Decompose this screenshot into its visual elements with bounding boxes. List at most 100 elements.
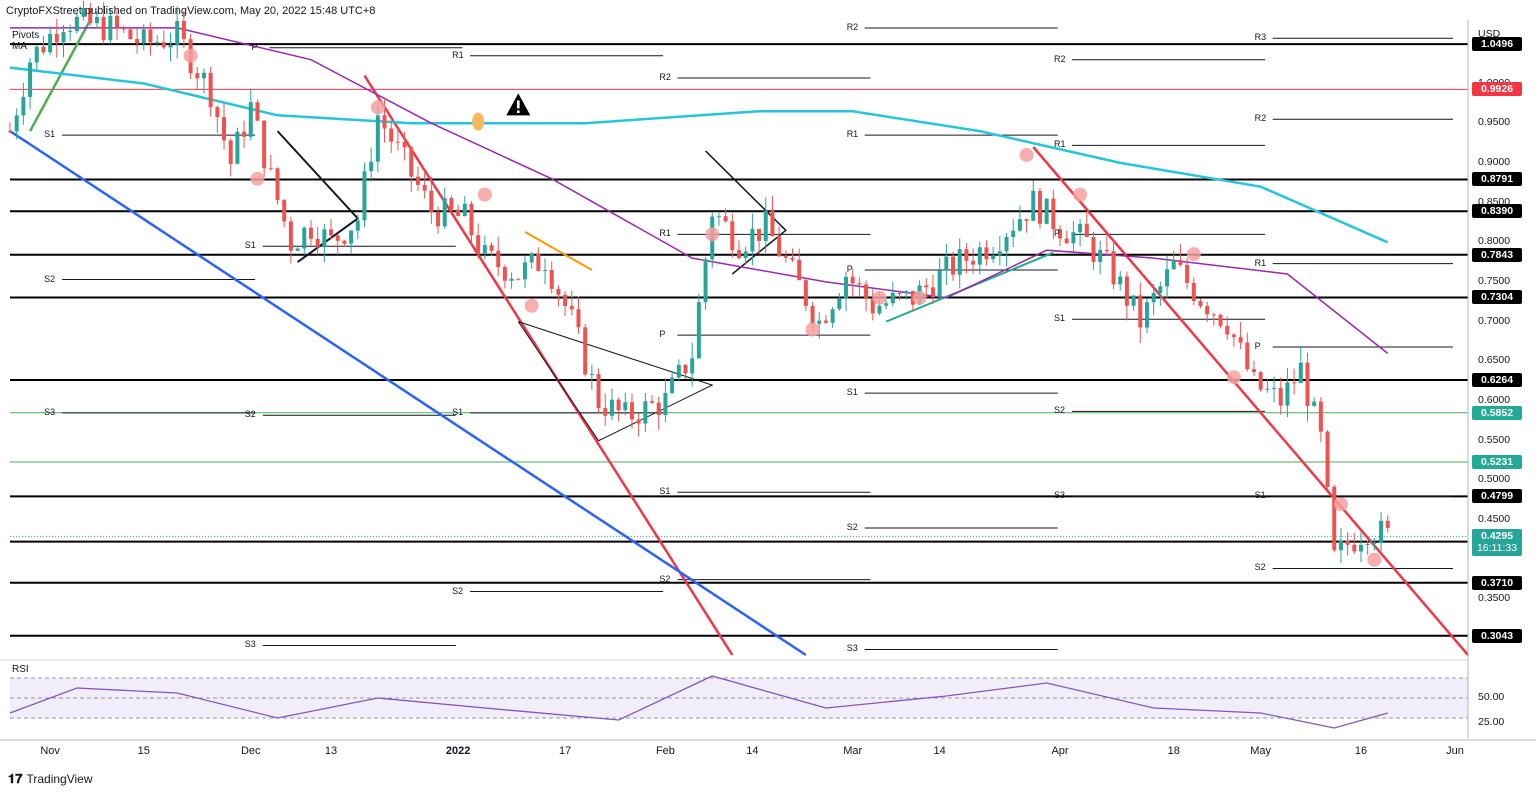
price-tag-1.0496: 1.0496 xyxy=(1472,37,1522,52)
candle-body xyxy=(904,290,909,294)
candle-body xyxy=(108,15,113,41)
candle-body xyxy=(268,168,273,170)
tradingview-logo[interactable]: 𝟏𝟕 TradingView xyxy=(8,771,93,787)
candle-body xyxy=(1084,224,1089,237)
candle-body xyxy=(757,228,762,241)
date-tick-label: 2022 xyxy=(445,745,471,757)
candle-body xyxy=(482,245,487,254)
pivot-label-s3: S3 xyxy=(44,406,56,417)
candle-body xyxy=(436,212,441,227)
candle-body xyxy=(288,221,293,251)
date-tick-label: 13 xyxy=(324,745,338,757)
candle-body xyxy=(964,249,969,261)
price-tag-0.5231: 0.5231 xyxy=(1472,455,1522,470)
price-tag-0.7843: 0.7843 xyxy=(1472,247,1522,262)
candle-body xyxy=(543,269,548,271)
tradingview-logo-icon: 𝟏𝟕 xyxy=(8,771,23,786)
candle-body xyxy=(596,374,601,409)
candle-body xyxy=(141,29,146,44)
candle-body xyxy=(409,147,414,177)
candle-body xyxy=(563,294,568,307)
date-tick-label: Mar xyxy=(843,745,863,757)
candle-body xyxy=(1318,401,1323,432)
candle-body xyxy=(402,141,407,148)
candle-body xyxy=(476,235,481,254)
date-tick-label: 14 xyxy=(746,745,759,757)
candle-body xyxy=(1124,276,1129,306)
current-price-value: 0.4295 xyxy=(1480,530,1514,543)
wedge-pattern-2 xyxy=(705,150,787,275)
moving-averages xyxy=(9,27,1389,354)
pivot-label-r2: R2 xyxy=(846,21,859,32)
candle-body xyxy=(603,408,608,416)
candle-body xyxy=(817,320,822,324)
rsi-line xyxy=(9,675,1388,729)
candle-body xyxy=(469,203,474,236)
touch-marker-10 xyxy=(1073,187,1088,202)
candle-body xyxy=(870,298,875,314)
pivot-label-s3: S3 xyxy=(244,639,256,650)
candle-body xyxy=(1131,295,1136,306)
candle-body xyxy=(763,210,768,241)
candle-body xyxy=(957,249,962,275)
candle-body xyxy=(54,33,59,43)
candle-body xyxy=(8,131,12,133)
candle-body xyxy=(462,203,467,216)
price-tick-label: 0.7500 xyxy=(1478,274,1511,287)
candle-body xyxy=(864,284,869,299)
pivot-label-r2: R2 xyxy=(1054,53,1066,64)
candle-body xyxy=(857,283,862,285)
candle-body xyxy=(977,247,982,265)
candle-body xyxy=(1185,264,1190,283)
candle-body xyxy=(1225,325,1230,335)
candle-body xyxy=(282,200,287,222)
price-tag-0.9926: 0.9926 xyxy=(1472,82,1522,97)
markers xyxy=(183,48,1382,567)
countdown-timer: 16:11:33 xyxy=(1476,542,1518,555)
candle-body xyxy=(549,269,554,289)
candle-body xyxy=(429,190,434,213)
candle-body xyxy=(28,62,33,97)
candle-body xyxy=(850,276,855,284)
candle-body xyxy=(1218,314,1223,326)
candle-body xyxy=(1245,342,1250,370)
candle-body xyxy=(14,115,19,132)
candle-body xyxy=(730,221,735,251)
candle-body xyxy=(1091,236,1096,262)
candle-body xyxy=(690,358,695,374)
candle-body xyxy=(1258,372,1263,390)
trendline-orange xyxy=(524,231,593,271)
candle-body xyxy=(536,253,541,271)
candle-body xyxy=(181,21,186,40)
candle-body xyxy=(1058,229,1063,239)
date-tick-label: 17 xyxy=(558,745,572,757)
candle-body xyxy=(971,260,976,265)
pivot-label-r1: R1 xyxy=(659,228,671,239)
candle-body xyxy=(890,292,895,304)
candle-body xyxy=(135,39,140,44)
candle-body xyxy=(1191,282,1196,302)
candle-body xyxy=(295,248,300,251)
candle-body xyxy=(1238,337,1243,343)
candle-body xyxy=(1265,388,1270,390)
warning-bar xyxy=(516,100,520,109)
candle-body xyxy=(629,402,634,420)
candle-body xyxy=(1198,301,1203,306)
pivot-label-s2: S2 xyxy=(244,409,256,420)
current-price-tag: 0.4295 16:11:33 xyxy=(1472,529,1522,557)
candle-body xyxy=(1385,520,1390,528)
candle-body xyxy=(389,128,394,142)
candle-body xyxy=(128,29,133,40)
candle-body xyxy=(944,256,949,271)
candle-body xyxy=(1352,544,1357,552)
price-tick-label: 0.5000 xyxy=(1478,473,1511,486)
candle-body xyxy=(1171,260,1176,270)
pivot-label-s1: S1 xyxy=(1054,313,1066,324)
candle-body xyxy=(1144,302,1149,328)
candle-body xyxy=(248,102,253,137)
candle-body xyxy=(415,176,420,185)
candle-body xyxy=(101,17,106,41)
price-tick-label: 0.7000 xyxy=(1478,314,1511,327)
publisher-credit: CryptoFXStreet published on TradingView.… xyxy=(6,5,376,17)
